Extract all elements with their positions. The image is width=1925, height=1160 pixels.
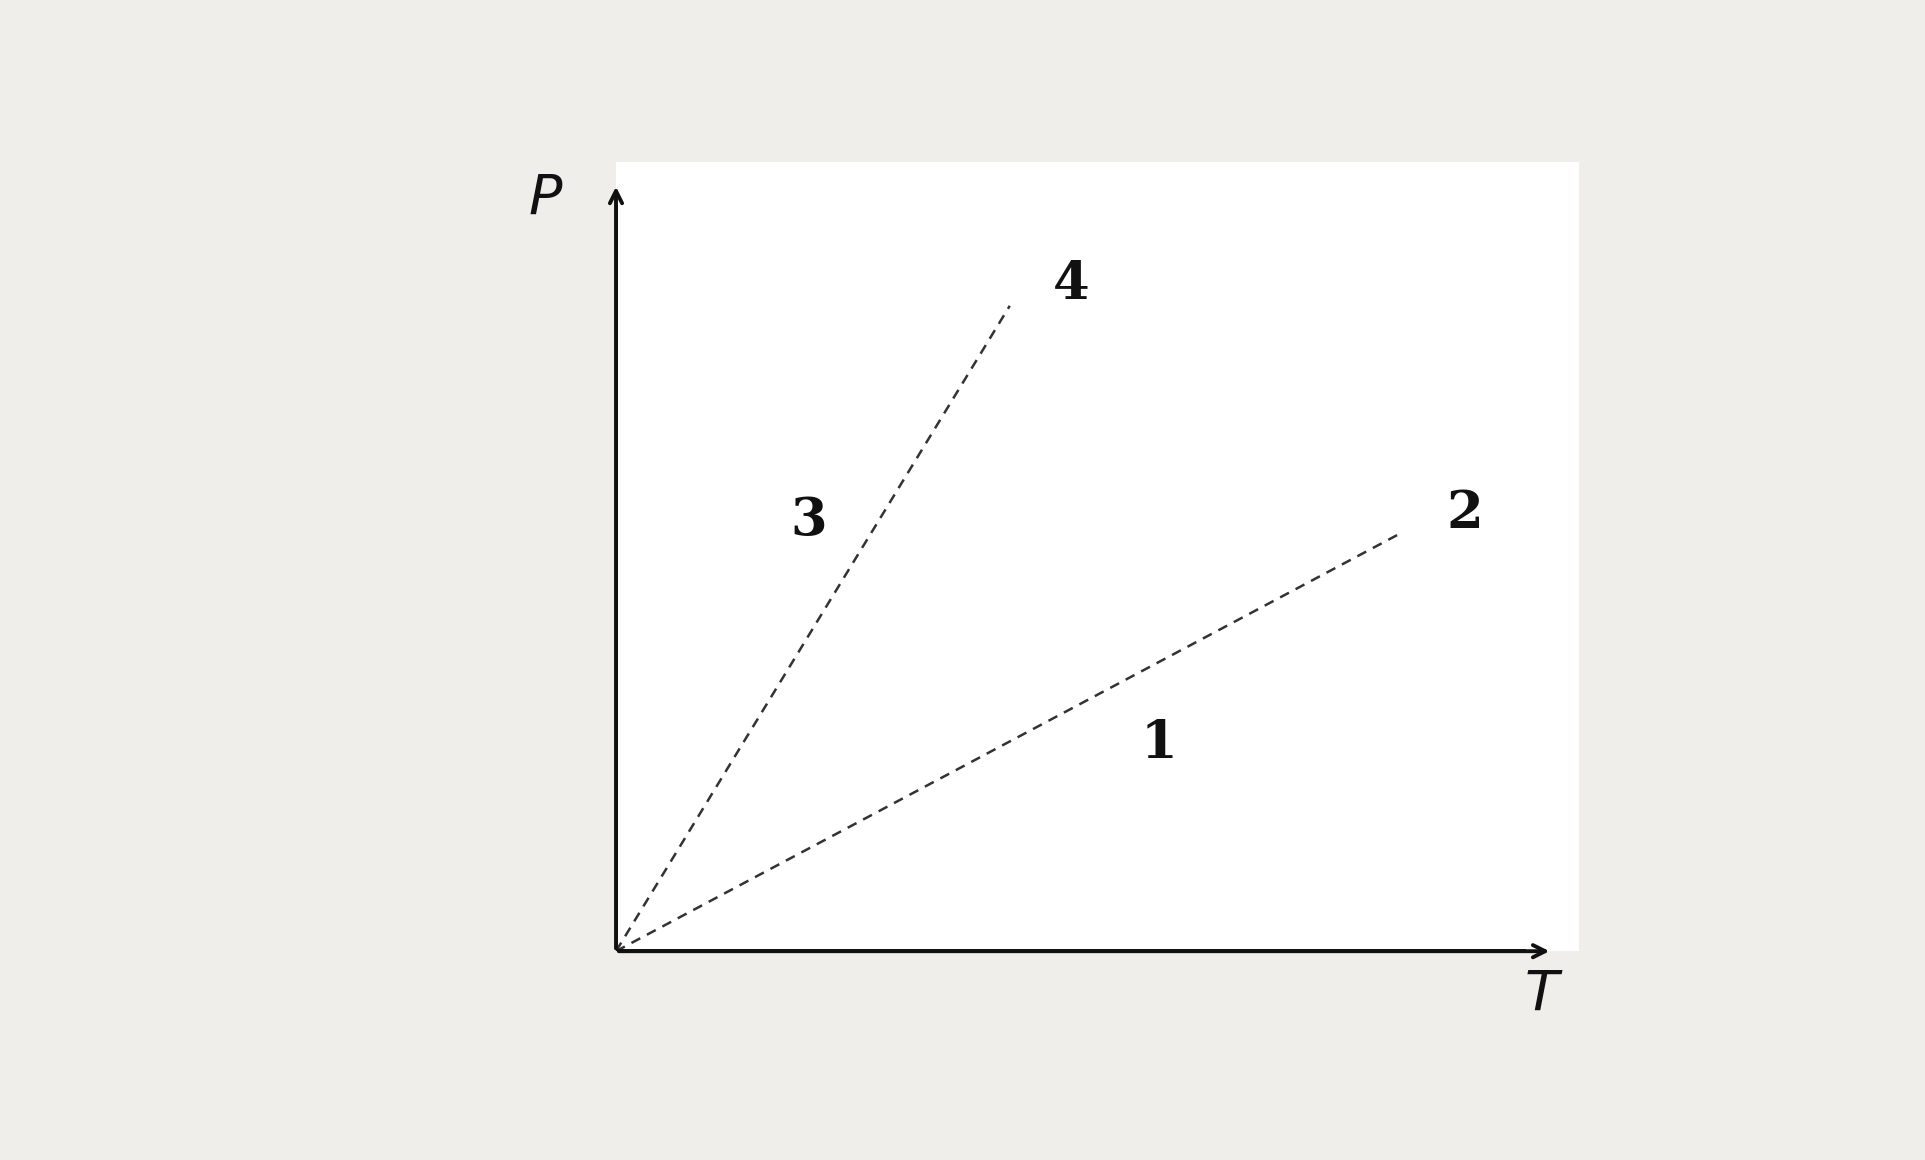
Text: 1: 1 <box>1140 718 1176 769</box>
Text: $\mathit{T}$: $\mathit{T}$ <box>1525 966 1563 1022</box>
Text: $\mathit{P}$: $\mathit{P}$ <box>527 171 564 226</box>
Text: 2: 2 <box>1446 488 1482 539</box>
Text: 4: 4 <box>1053 259 1090 310</box>
Text: 3: 3 <box>789 495 828 546</box>
